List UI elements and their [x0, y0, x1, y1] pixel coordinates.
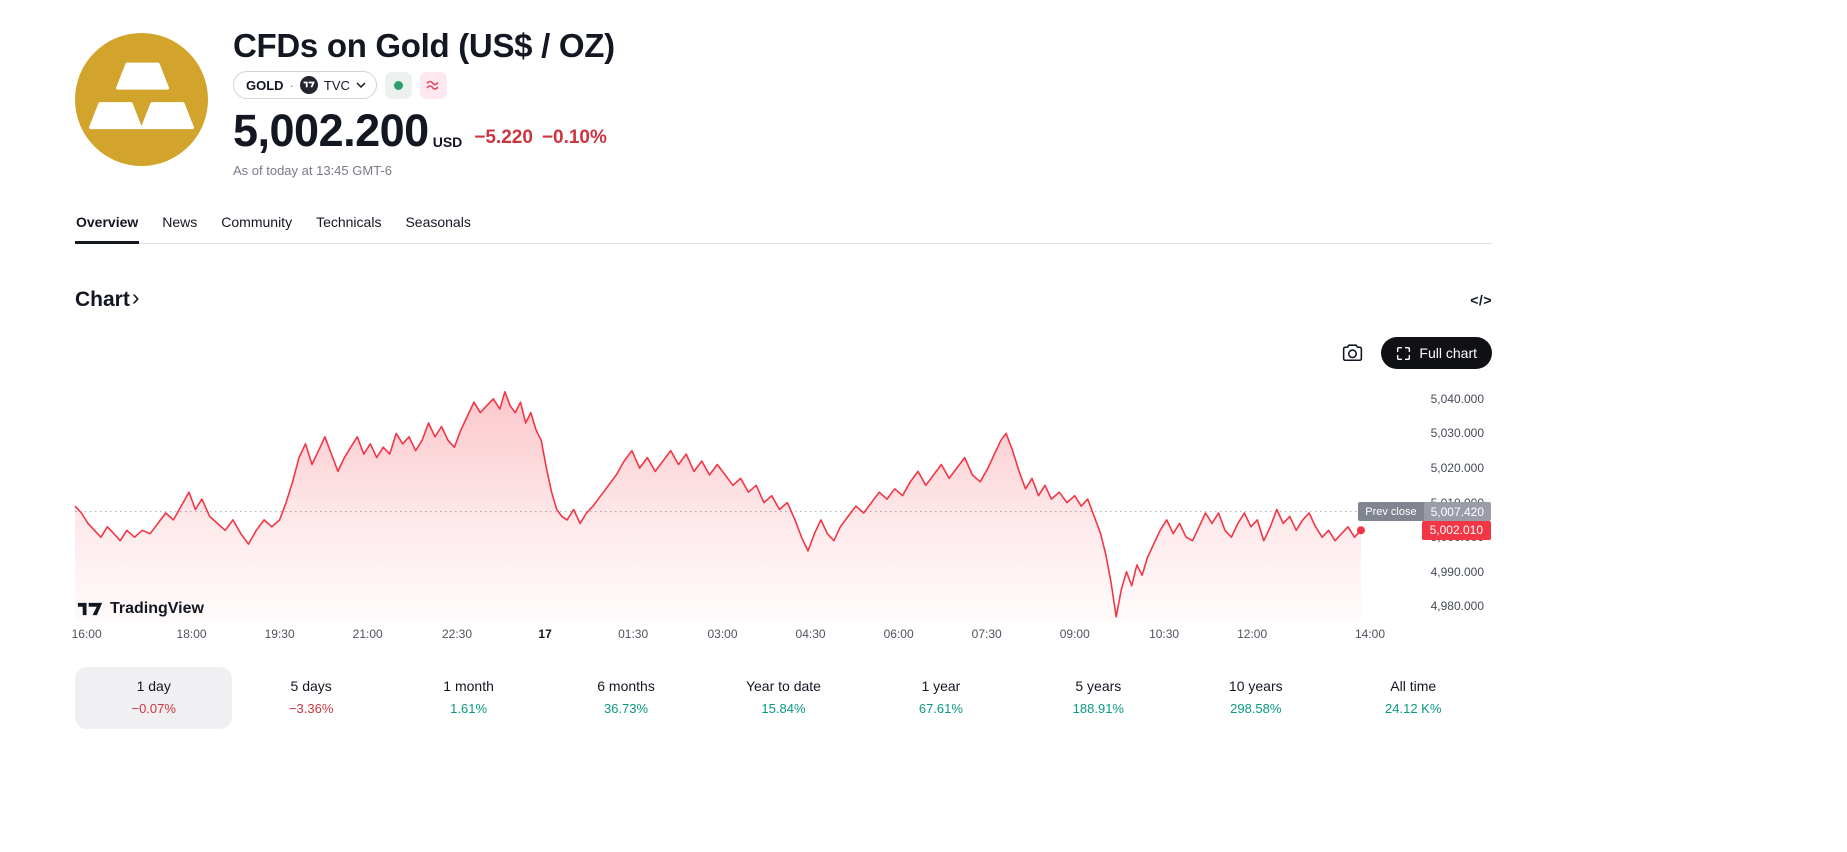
period-label: All time: [1390, 678, 1437, 694]
y-axis-label: 4,990.000: [1430, 564, 1484, 579]
screenshot-button[interactable]: [1335, 336, 1369, 370]
gold-bars-icon: [89, 62, 194, 130]
separator-dot: ·: [289, 77, 294, 93]
last-price-dot: [1356, 526, 1365, 535]
period-all-time[interactable]: All time 24.12 K%: [1335, 667, 1492, 729]
period-5-years[interactable]: 5 years 188.91%: [1020, 667, 1177, 729]
price-change-percent: −0.10%: [541, 127, 607, 148]
period-change-percent: 67.61%: [918, 701, 963, 716]
x-axis-label: 14:00: [1354, 627, 1386, 641]
y-axis-label: 5,020.000: [1430, 460, 1484, 475]
period-change-percent: 298.58%: [1230, 701, 1282, 716]
price-scale[interactable]: Prev close 5,007.420 5,002.010 5,040.000…: [1358, 378, 1492, 622]
x-axis-label: 04:30: [795, 627, 826, 641]
period-1-month[interactable]: 1 month 1.61%: [390, 667, 547, 729]
x-axis-label: 01:30: [618, 627, 649, 641]
period-label: 6 months: [597, 678, 655, 694]
tab-news[interactable]: News: [162, 214, 198, 230]
symbol-tabs: Overview News Community Technicals Seasonals: [75, 214, 1492, 244]
x-axis-label: 03:00: [707, 627, 738, 641]
period-change-percent: 36.73%: [603, 701, 649, 716]
chart-price-line: [74, 391, 1362, 618]
y-axis-label: 4,980.000: [1430, 599, 1484, 614]
date-range-switcher: 1 day −0.07% 5 days −3.36% 1 month 1.61% 6 mon…: [75, 667, 1492, 729]
prev-close-badge: Prev close 5,007.420: [1358, 502, 1491, 522]
symbol-header: CFDs on Gold (US$ / OZ) GOLD · TVC: [75, 27, 1492, 178]
period-1-day[interactable]: 1 day −0.07%: [75, 667, 233, 729]
price-change: −5.220: [474, 127, 533, 148]
camera-icon: [1342, 343, 1363, 361]
period-change-percent: 24.12 K%: [1385, 701, 1442, 716]
period-year-to-date[interactable]: Year to date 15.84%: [705, 667, 862, 729]
fullscreen-icon: [1397, 346, 1411, 360]
chart-plot[interactable]: TradingView: [74, 378, 1370, 622]
y-axis-label: 5,030.000: [1430, 426, 1484, 441]
chart-section-link[interactable]: Chart ›: [75, 286, 140, 313]
period-change-percent: 15.84%: [761, 701, 806, 716]
tab-seasonals[interactable]: Seasonals: [405, 214, 471, 230]
period-1-year[interactable]: 1 year 67.61%: [862, 667, 1019, 729]
time-scale[interactable]: 16:00 18:00 19:30 21:00 22:30 17 01:30 03:00 04:…: [71, 627, 1385, 644]
period-5-days[interactable]: 5 days −3.36%: [232, 667, 389, 729]
chevron-down-icon: [356, 82, 366, 88]
x-axis-label: 21:00: [352, 627, 383, 641]
full-chart-button[interactable]: Full chart: [1381, 337, 1492, 369]
tradingview-logo-icon: [77, 602, 103, 616]
market-status-badge[interactable]: [384, 71, 412, 99]
embed-code-button[interactable]: </>: [1470, 291, 1492, 308]
waves-icon: [427, 80, 439, 90]
period-change-percent: −3.36%: [288, 701, 334, 716]
chart-widget: TradingView Prev close 5,007.420 5,002.0…: [74, 378, 1492, 622]
symbol-switcher-pill[interactable]: GOLD · TVC: [233, 71, 377, 99]
x-axis-label: 18:00: [176, 627, 207, 641]
last-price-badge: 5,002.010: [1421, 520, 1491, 540]
exchange-tvc-icon: [299, 76, 318, 94]
page-title: CFDs on Gold (US$ / OZ): [233, 27, 615, 64]
tab-overview[interactable]: Overview: [75, 214, 140, 244]
prev-close-value: 5,007.420: [1423, 502, 1491, 522]
chart-area-fill: [75, 391, 1361, 622]
period-label: 1 year: [921, 678, 961, 694]
x-axis-label: 06:00: [883, 627, 914, 641]
data-mode-badge[interactable]: [419, 71, 447, 99]
period-change-percent: −0.07%: [131, 701, 176, 716]
period-label: 1 month: [443, 678, 494, 694]
full-chart-label: Full chart: [1419, 345, 1477, 361]
x-axis-label: 10:30: [1149, 627, 1180, 641]
tradingview-watermark[interactable]: TradingView: [77, 600, 204, 618]
period-label: 1 day: [136, 678, 171, 694]
x-axis-label: 17: [538, 627, 552, 641]
period-label: 5 years: [1075, 678, 1122, 694]
x-axis-label: 16:00: [71, 627, 102, 641]
x-axis-label: 22:30: [442, 627, 473, 641]
period-6-months[interactable]: 6 months 36.73%: [547, 667, 704, 729]
period-label: 5 days: [290, 678, 332, 694]
period-10-years[interactable]: 10 years 298.58%: [1177, 667, 1334, 729]
period-change-percent: 1.61%: [450, 701, 488, 716]
tab-community[interactable]: Community: [221, 214, 293, 230]
tradingview-watermark-text: TradingView: [110, 600, 204, 617]
as-of-timestamp: As of today at 13:45 GMT-6: [233, 163, 392, 178]
y-axis-label: 5,040.000: [1430, 391, 1484, 406]
gold-instrument-logo: [75, 33, 208, 166]
market-open-dot-icon: [393, 80, 403, 90]
chart-section-title: Chart: [75, 287, 130, 311]
x-axis-label: 09:00: [1059, 627, 1090, 641]
tab-technicals[interactable]: Technicals: [316, 214, 382, 230]
x-axis-label: 07:30: [971, 627, 1002, 641]
prev-close-label: Prev close: [1358, 502, 1424, 522]
period-change-percent: 188.91%: [1072, 701, 1124, 716]
symbol-name: GOLD: [246, 77, 284, 93]
symbol-page: CFDs on Gold (US$ / OZ) GOLD · TVC: [71, 27, 1492, 729]
chevron-right-icon: ›: [131, 284, 140, 310]
period-label: 10 years: [1228, 678, 1283, 694]
period-label: Year to date: [745, 678, 821, 694]
x-axis-label: 12:00: [1237, 627, 1268, 641]
last-price: 5,002.200: [233, 105, 429, 156]
exchange-name: TVC: [323, 77, 350, 93]
x-axis-label: 19:30: [264, 627, 295, 641]
currency-label: USD: [432, 134, 463, 150]
